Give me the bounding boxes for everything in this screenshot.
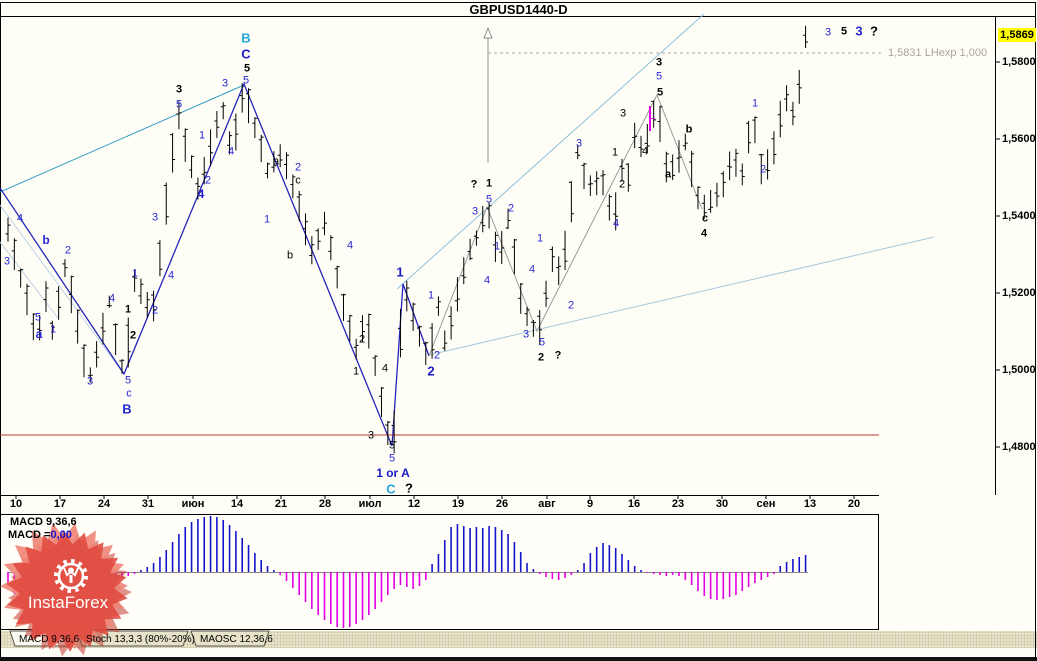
uptrend-steep [396, 13, 705, 290]
status-strip [0, 648, 1037, 657]
current-price-badge: 1,5869 [998, 28, 1036, 43]
uptrend-support [428, 236, 935, 356]
navy-wave-line [0, 82, 430, 447]
pale-channel-1 [0, 204, 124, 374]
gray-wave-line [428, 93, 703, 357]
tab-stoch[interactable]: Stoch 13,3,3 (80%-20%) [86, 634, 195, 645]
bottom-border [0, 657, 1037, 661]
tab-maosc[interactable]: MAOSC 12,36,6 [200, 634, 273, 645]
arrow-up-icon [483, 26, 493, 39]
tab-macd[interactable]: MACD 9,36,6 [19, 634, 80, 645]
macd-indicator-value: MACD =0,00 [8, 529, 72, 541]
pale-channel-2 [0, 241, 59, 319]
macd-value-prefix: MACD = [8, 529, 51, 541]
price-bars [5, 25, 809, 454]
tab-shape [190, 630, 270, 647]
macd-value: 0,00 [50, 529, 72, 541]
macd-histogram-positive [140, 516, 807, 572]
macd-indicator-name: MACD 9,36,6 [10, 516, 77, 528]
downtrend-channel-upper [0, 84, 245, 193]
chart-title: GBPUSD1440-D [469, 2, 568, 17]
expansion-target-label: 1,5831 LHexp 1,000 [888, 47, 988, 59]
